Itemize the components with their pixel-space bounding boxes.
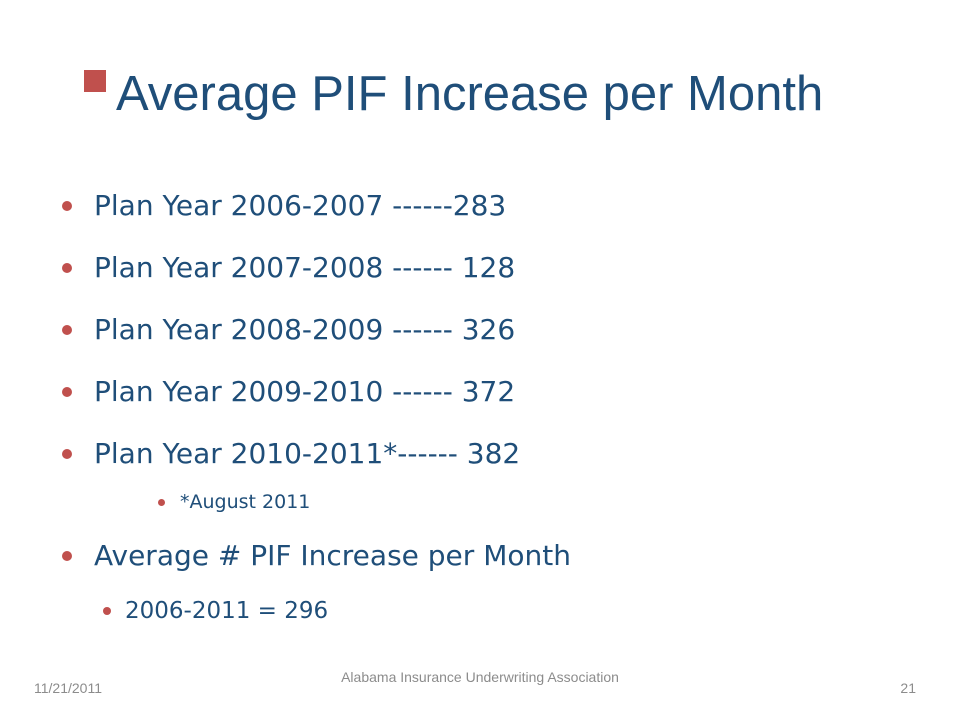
title-square-bullet-icon [84, 70, 106, 92]
bullet-dot-icon [62, 551, 72, 561]
sub-bullet-dot-icon [158, 499, 165, 506]
slide-title-area: Average PIF Increase per Month [84, 62, 944, 132]
bullet-item: Plan Year 2008-2009 ------ 326 [62, 310, 516, 350]
bullet-dot-icon [62, 263, 72, 273]
footer-date: 11/21/2011 [34, 680, 102, 696]
bullet-text: Average # PIF Increase per Month [94, 539, 571, 572]
bullet-item: Plan Year 2006-2007 ------283 [62, 186, 507, 226]
footer-page-number: 21 [900, 680, 916, 696]
sub-bullet-dot-icon [103, 607, 111, 615]
footer-organization: Alabama Insurance Underwriting Associati… [341, 669, 619, 685]
sub-bullet-item: *August 2011 [158, 488, 311, 516]
slide-title: Average PIF Increase per Month [116, 67, 824, 121]
bullet-text: Plan Year 2008-2009 ------ 326 [94, 313, 516, 346]
bullet-text: Plan Year 2009-2010 ------ 372 [94, 375, 516, 408]
bullet-dot-icon [62, 449, 72, 459]
bullet-dot-icon [62, 201, 72, 211]
bullet-item: Plan Year 2007-2008 ------ 128 [62, 248, 516, 288]
bullet-text: Plan Year 2007-2008 ------ 128 [94, 251, 516, 284]
bullet-dot-icon [62, 387, 72, 397]
bullet-dot-icon [62, 325, 72, 335]
bullet-item: Plan Year 2010-2011*------ 382 [62, 434, 521, 474]
bullet-text: Plan Year 2006-2007 ------283 [94, 189, 507, 222]
sub-bullet-item: 2006-2011 = 296 [103, 595, 329, 627]
bullet-text: Plan Year 2010-2011*------ 382 [94, 437, 521, 470]
bullet-item: Plan Year 2009-2010 ------ 372 [62, 372, 516, 412]
bullet-list: Plan Year 2006-2007 ------283 Plan Year … [62, 186, 571, 627]
sub-bullet-text: *August 2011 [180, 491, 311, 513]
sub-bullet-text: 2006-2011 = 296 [125, 598, 329, 624]
bullet-item: Average # PIF Increase per Month [62, 536, 571, 576]
